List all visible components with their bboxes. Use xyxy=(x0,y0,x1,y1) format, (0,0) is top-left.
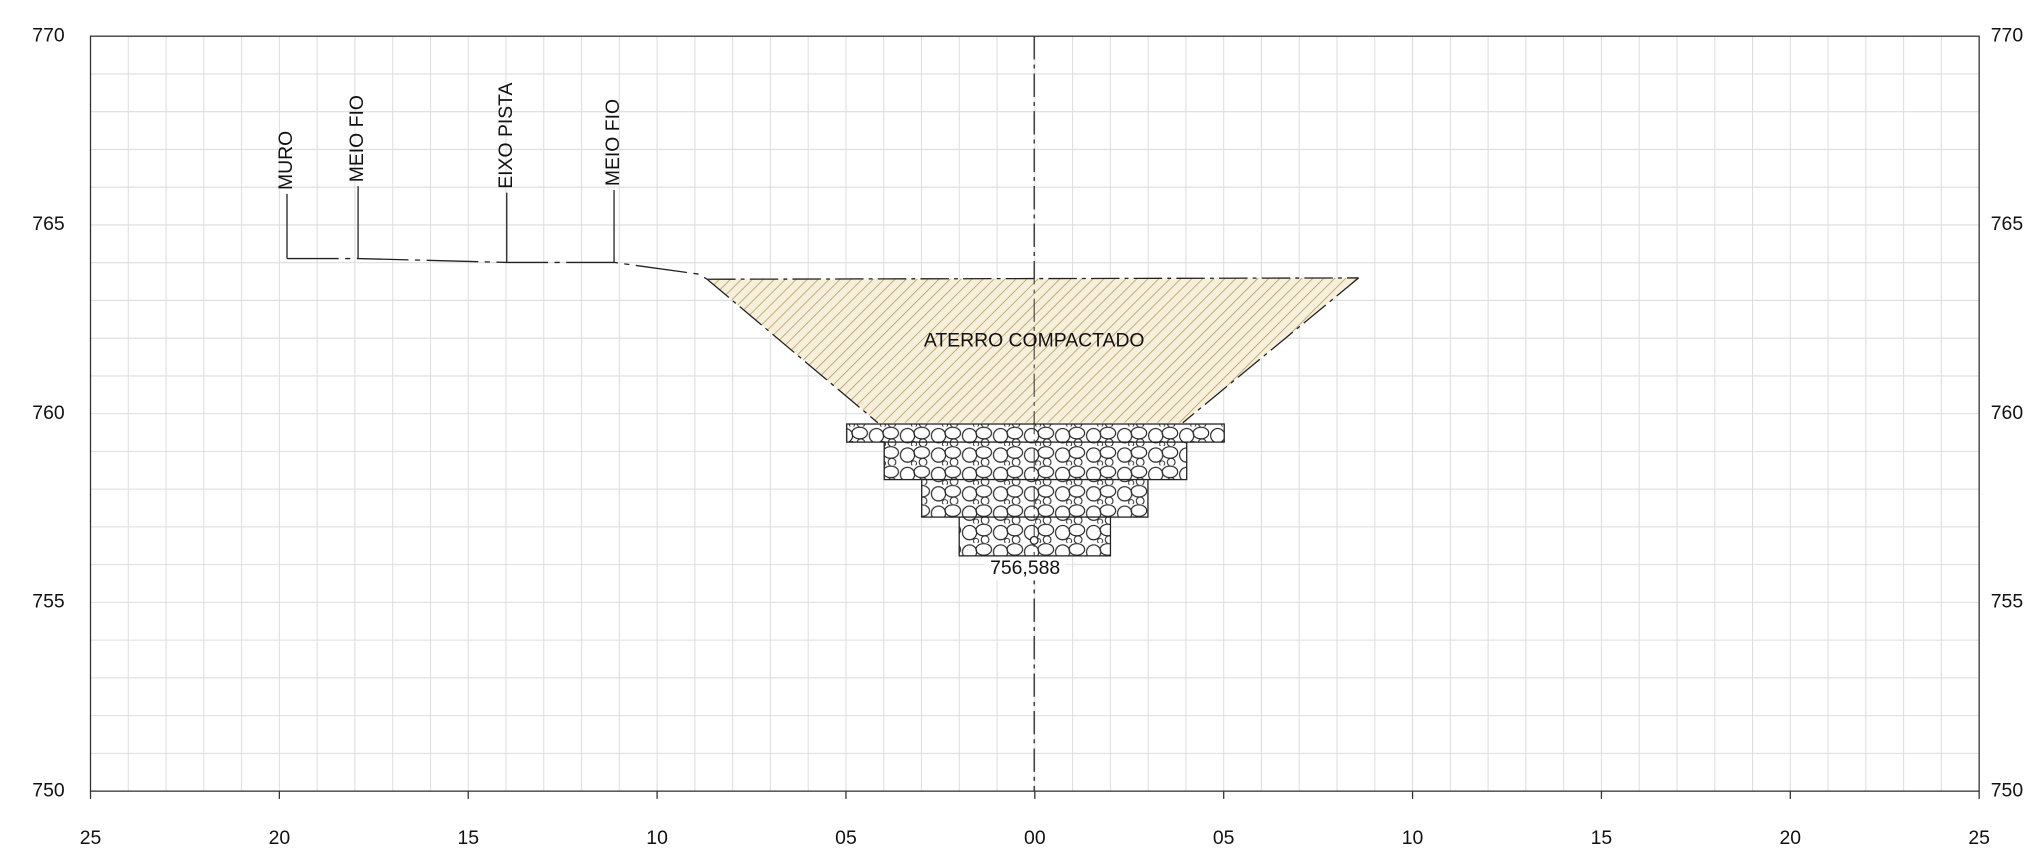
fill-slope-right xyxy=(1182,277,1360,424)
terrain-line xyxy=(286,257,708,280)
gabions xyxy=(846,423,1225,557)
fill-slope-left xyxy=(706,278,879,424)
y-tick-label: 770 xyxy=(1991,24,2024,46)
elevation-bg xyxy=(985,557,1066,581)
y-tick-label: 755 xyxy=(32,591,64,613)
markers: MURO MEIO FIO EIXO PISTA MEIO FIO xyxy=(275,82,624,263)
x-tick-label: 25 xyxy=(80,827,102,849)
marker-label: MEIO FIO xyxy=(602,99,624,186)
fill-top xyxy=(707,277,1359,280)
gabion-row xyxy=(921,478,1149,518)
x-tick-label: 20 xyxy=(269,827,291,849)
x-tick-label: 15 xyxy=(1591,827,1613,849)
elevation-point xyxy=(1029,535,1039,545)
axis-labels: 770 765 760 755 750 770 765 760 755 750 25 20 15 10 05… xyxy=(32,24,2023,849)
x-tick-label: 10 xyxy=(1402,827,1424,849)
marker-label: MEIO FIO xyxy=(346,95,368,182)
x-tick-label: 05 xyxy=(1213,827,1235,849)
gabion-row xyxy=(883,441,1188,481)
y-tick-label: 770 xyxy=(32,24,65,46)
y-tick-label: 760 xyxy=(1991,402,2024,424)
y-tick-label: 765 xyxy=(32,213,64,235)
x-tick-label: 05 xyxy=(835,827,857,849)
y-tick-label: 760 xyxy=(32,402,65,424)
y-tick-label: 750 xyxy=(1991,779,2024,801)
marker-label: EIXO PISTA xyxy=(495,82,517,188)
y-tick-label: 755 xyxy=(1991,591,2023,613)
y-tick-label: 765 xyxy=(1991,213,2023,235)
x-tick-label: 00 xyxy=(1024,827,1046,849)
fill-label: ATERRO COMPACTADO xyxy=(924,329,1145,351)
x-tick-label: 20 xyxy=(1780,827,1802,849)
embankment-fill xyxy=(707,277,1359,423)
y-tick-label: 750 xyxy=(32,779,65,801)
x-tick-label: 15 xyxy=(457,827,479,849)
marker-label: MURO xyxy=(275,131,297,190)
x-tick-label: 25 xyxy=(1968,827,1990,849)
x-tick-label: 10 xyxy=(646,827,668,849)
elevation-label: 756,588 xyxy=(990,557,1060,579)
gabion-row xyxy=(846,423,1225,443)
